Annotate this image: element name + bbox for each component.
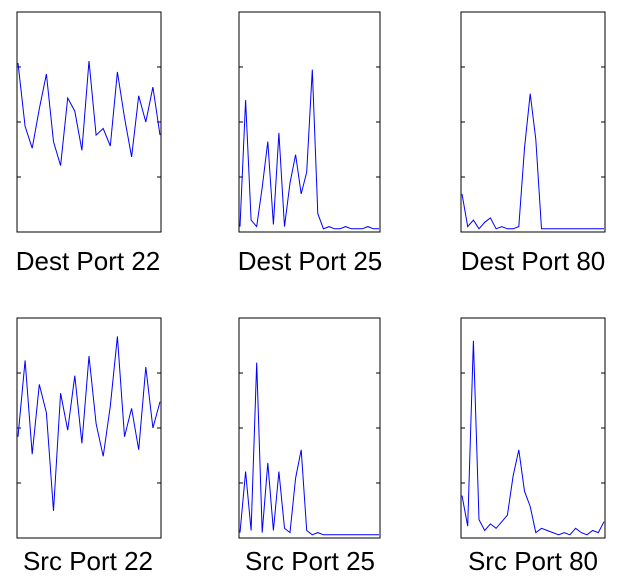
panel-title: Src Port 80: [468, 546, 598, 576]
series-line: [17, 60, 161, 166]
panel-title: Dest Port 25: [238, 246, 383, 276]
series-line: [17, 336, 161, 511]
plot-frame: [460, 11, 606, 233]
chart-panel: Dest Port 80: [460, 11, 606, 276]
series-line: [239, 69, 379, 230]
series-line: [461, 340, 605, 536]
chart-panel: Dest Port 25: [238, 11, 383, 276]
series-line: [239, 362, 379, 536]
panel-title: Src Port 22: [23, 546, 153, 576]
chart-panel: Src Port 22: [16, 317, 162, 576]
panel-title: Dest Port 22: [16, 246, 161, 276]
chart-panel: Src Port 25: [238, 317, 381, 576]
chart-panel: Src Port 80: [460, 317, 606, 576]
plot-frame: [16, 317, 162, 539]
plot-frame: [16, 11, 162, 233]
series-line: [461, 93, 604, 230]
plot-frame: [460, 317, 606, 539]
chart-panel: Dest Port 22: [16, 11, 162, 276]
panel-title: Src Port 25: [245, 546, 375, 576]
panel-grid: Dest Port 22 Dest Port 25 Dest Port 80 Src …: [16, 11, 606, 576]
plot-frame: [238, 317, 381, 539]
panel-title: Dest Port 80: [461, 246, 606, 276]
